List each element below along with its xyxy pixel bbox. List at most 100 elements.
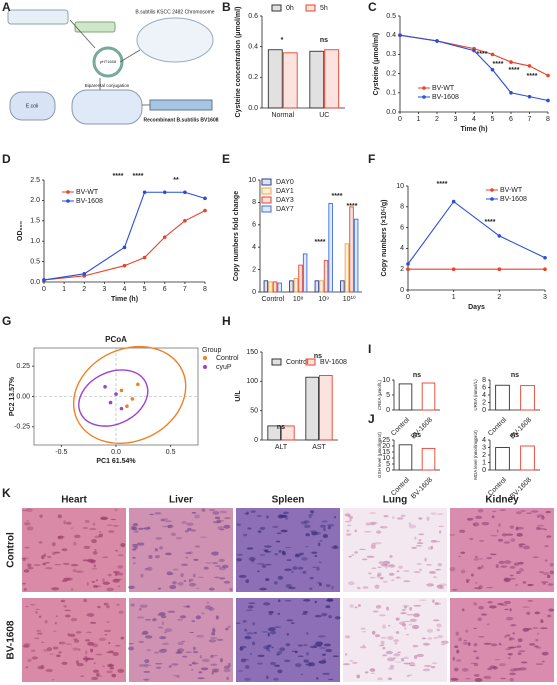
y-tick-label: 2 xyxy=(252,266,256,273)
x-tick-label: Normal xyxy=(271,112,294,119)
tissue-texture xyxy=(216,638,224,641)
tissue-texture xyxy=(312,566,318,568)
tissue-texture xyxy=(214,576,220,579)
point xyxy=(183,219,187,223)
y-axis-label: PC2 13.57% xyxy=(9,376,16,416)
y-tick-label: 0.2 xyxy=(248,74,258,81)
tissue-texture xyxy=(478,605,485,610)
y-axis-label: Cysteine (μmol/ml) xyxy=(373,33,380,96)
point xyxy=(451,267,456,272)
tissue-texture xyxy=(437,634,443,639)
annotation: **** xyxy=(485,219,496,226)
y-tick-label: 6 xyxy=(252,222,256,229)
tissue-texture xyxy=(183,580,187,582)
tissue-texture xyxy=(227,662,231,667)
tissue-image xyxy=(22,508,126,592)
tissue-texture xyxy=(344,513,351,517)
tissue-texture xyxy=(250,510,257,513)
tissue-texture xyxy=(120,636,125,640)
bar xyxy=(398,444,413,471)
tissue-texture xyxy=(382,654,387,657)
tissue-texture xyxy=(35,611,38,614)
tissue-texture xyxy=(349,518,352,522)
bar xyxy=(344,243,350,293)
x-tick-label: 10⁹ xyxy=(318,296,329,303)
x-tick-label: 8 xyxy=(546,116,550,123)
tissue-texture xyxy=(526,512,532,514)
tissue-texture xyxy=(261,631,269,633)
tissue-texture xyxy=(316,645,322,647)
tissue-texture xyxy=(407,674,413,676)
x-tick-label: 3 xyxy=(454,116,458,123)
tissue-texture xyxy=(403,656,409,660)
tissue-texture xyxy=(59,641,66,645)
tissue-texture xyxy=(490,643,498,647)
tissue-texture xyxy=(47,555,52,559)
tissue-texture xyxy=(143,678,150,681)
y-tick-label: 10 xyxy=(382,377,390,384)
tissue-texture xyxy=(266,646,269,651)
tissue-texture xyxy=(177,618,184,621)
tissue-texture xyxy=(101,556,109,559)
y-axis-label: Copy numbers (×10⁵/g) xyxy=(381,200,388,277)
tissue-texture xyxy=(193,558,199,561)
tissue-texture xyxy=(281,550,286,555)
tissue-texture xyxy=(403,580,411,583)
tissue-texture xyxy=(516,526,525,530)
point xyxy=(142,190,147,195)
tissue-texture xyxy=(475,656,480,660)
tissue-texture xyxy=(162,525,169,528)
tissue-texture xyxy=(440,640,449,644)
tissue-texture xyxy=(36,632,43,635)
tissue-texture xyxy=(486,556,492,560)
tissue-texture xyxy=(359,548,366,551)
tissue-texture xyxy=(130,603,135,607)
tissue-texture xyxy=(347,524,352,527)
tissue-texture xyxy=(322,527,326,532)
bar xyxy=(520,445,535,471)
tissue-texture xyxy=(138,641,145,643)
x-tick-label: 6 xyxy=(163,286,167,293)
point xyxy=(119,406,124,411)
tissue-texture xyxy=(394,642,398,645)
panel-label: G xyxy=(2,314,11,328)
tissue-texture xyxy=(102,581,111,585)
tissue-texture xyxy=(249,653,253,655)
tissue-texture xyxy=(378,644,385,647)
tissue-texture xyxy=(494,658,501,661)
tissue-texture xyxy=(422,642,431,646)
y-tick-label: 8 xyxy=(252,199,256,206)
schematic-label: B.subtilis KSCC 2482 Chromosome xyxy=(135,9,214,15)
tissue-texture xyxy=(356,674,361,679)
tissue-texture xyxy=(236,523,241,527)
tissue-texture xyxy=(318,542,321,547)
tissue-texture xyxy=(114,578,122,581)
tissue-texture xyxy=(401,608,406,612)
tissue-texture xyxy=(248,556,256,562)
tissue-texture xyxy=(201,508,206,512)
legend-label: DAY0 xyxy=(276,179,294,186)
tissue-texture xyxy=(164,520,172,523)
tissue-texture xyxy=(83,545,91,550)
tissue-texture xyxy=(370,672,375,674)
point xyxy=(546,73,550,78)
tissue-texture xyxy=(193,646,196,651)
tissue-image xyxy=(450,508,554,592)
tissue-texture xyxy=(100,517,109,520)
y-axis-label: UREA (mmol/L) xyxy=(473,379,478,411)
tissue-texture xyxy=(377,677,383,681)
tissue-texture xyxy=(546,535,552,538)
tissue-texture xyxy=(259,554,266,556)
tissue-texture xyxy=(96,672,100,677)
tissue-texture xyxy=(267,644,272,648)
x-tick-label: UC xyxy=(319,112,329,119)
tissue-texture xyxy=(327,523,335,527)
tissue-texture xyxy=(117,585,121,588)
x-tick-label: 10⁸ xyxy=(293,296,304,303)
y-tick-label: 2 xyxy=(482,452,486,459)
tissue-texture xyxy=(197,677,205,680)
tissue-texture xyxy=(325,648,333,653)
tissue-texture xyxy=(157,587,162,590)
tissue-texture xyxy=(491,515,495,519)
tissue-texture xyxy=(211,551,219,556)
